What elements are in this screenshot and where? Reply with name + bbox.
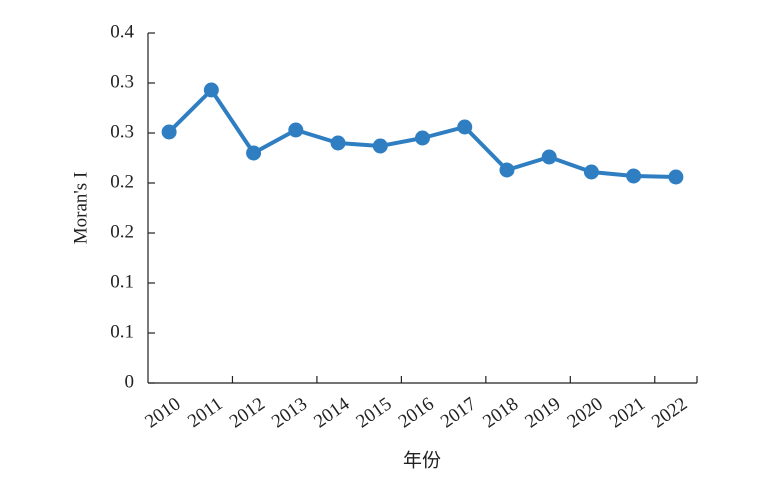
x-tick-label: 2013 [268,393,311,432]
x-tick-label: 2021 [606,393,649,432]
x-tick-label: 2011 [184,393,227,432]
y-tick-label: 0.3 [110,71,134,92]
y-tick-label: 0.1 [110,271,134,292]
y-tick-label: 0.2 [110,171,134,192]
y-tick-label: 0.1 [110,321,134,342]
marker [499,162,515,178]
y-axis-label: Moran's I [70,172,91,245]
x-tick-label: 2015 [352,393,395,432]
marker [583,164,599,180]
y-tick-label: 0.4 [110,21,134,42]
y-tick-label: 0 [125,371,135,392]
marker [288,122,304,138]
x-tick-label: 2017 [437,393,480,432]
x-tick-label: 2014 [310,393,354,432]
x-tick-label: 2018 [479,393,522,432]
y-tick-label: 0.3 [110,121,134,142]
x-tick-label: 2022 [648,393,691,432]
marker [246,145,262,161]
x-tick-label: 2016 [395,393,438,432]
marker [541,149,557,165]
x-axis-label: 年份 [403,449,441,471]
marker [668,169,684,185]
y-tick-label: 0.2 [110,221,134,242]
marker [330,135,346,151]
x-tick-label: 2019 [521,393,564,432]
marker [203,82,219,98]
marker [457,119,473,135]
marker [372,138,388,154]
x-tick-label: 2012 [226,393,269,432]
marker [161,124,177,140]
marker [626,168,642,184]
x-tick-label: 2010 [141,393,184,432]
marker [415,130,430,146]
x-tick-label: 2020 [564,393,607,432]
